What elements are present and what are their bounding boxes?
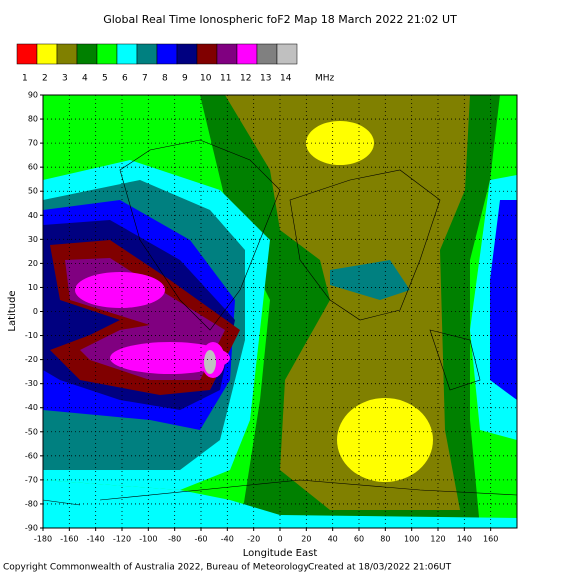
scale-unit: MHz (315, 74, 335, 84)
scale-label: 14 (280, 74, 292, 84)
scale-label: 8 (162, 74, 168, 84)
scale-label: 12 (240, 74, 251, 84)
scale-label: 3 (62, 74, 68, 84)
scale-label: 7 (142, 74, 148, 84)
scale-swatch (196, 43, 218, 65)
y-axis-label: Latitude (7, 290, 18, 331)
x-tick-label: -20 (247, 535, 260, 544)
x-tick-label: 20 (301, 535, 311, 544)
scale-swatch (276, 43, 298, 65)
y-tick-label: -60 (25, 451, 38, 460)
x-tick-label: -40 (221, 535, 234, 544)
y-tick-label: 30 (28, 235, 38, 244)
x-tick-label: -140 (87, 535, 105, 544)
x-tick-label: 80 (380, 535, 390, 544)
x-tick-label: -80 (168, 535, 181, 544)
chart-title: Global Real Time Ionospheric foF2 Map 18… (103, 13, 457, 26)
y-tick-label: 50 (28, 187, 38, 196)
scale-label: 5 (102, 74, 108, 84)
scale-label: 1 (22, 74, 28, 84)
y-tick-label: -20 (25, 355, 38, 364)
scale-label: 6 (122, 74, 128, 84)
scale-label: 10 (200, 74, 212, 84)
y-tick-label: 70 (28, 139, 38, 148)
y-tick-label: 60 (28, 163, 38, 172)
scale-swatch (256, 43, 278, 65)
x-tick-label: -60 (194, 535, 207, 544)
scale-swatch (136, 43, 158, 65)
scale-swatch (116, 43, 138, 65)
scale-swatch (176, 43, 198, 65)
y-tick-label: 90 (28, 91, 38, 100)
y-tick-label: 80 (28, 115, 38, 124)
x-axis-label: Longitude East (243, 548, 318, 559)
y-tick-label: 40 (28, 211, 38, 220)
x-tick-label: -120 (113, 535, 131, 544)
y-tick-label: -30 (25, 379, 38, 388)
x-tick-label: 0 (277, 535, 282, 544)
scale-swatch (96, 43, 118, 65)
scale-swatch (36, 43, 58, 65)
x-tick-label: 140 (457, 535, 472, 544)
x-tick-label: 120 (430, 535, 445, 544)
y-tick-label: -50 (25, 427, 38, 436)
x-tick-label: 60 (354, 535, 364, 544)
x-tick-label: -160 (60, 535, 78, 544)
y-tick-label: -90 (25, 524, 38, 533)
scale-swatch (236, 43, 258, 65)
scale-label: 11 (220, 74, 231, 84)
scale-swatch (216, 43, 238, 65)
copyright: Copyright Commonwealth of Australia 2022… (3, 563, 309, 573)
y-tick-label: -10 (25, 331, 38, 340)
y-tick-label: 0 (33, 307, 38, 316)
scale-label: 13 (260, 74, 271, 84)
y-tick-label: 10 (28, 283, 38, 292)
y-tick-label: -40 (25, 403, 38, 412)
scale-label: 9 (182, 74, 188, 84)
y-tick-label: 20 (28, 259, 38, 268)
x-tick-label: -180 (34, 535, 52, 544)
scale-swatch (76, 43, 98, 65)
x-tick-label: 100 (404, 535, 419, 544)
scale-swatch (16, 43, 38, 65)
y-tick-label: -70 (25, 475, 38, 484)
y-tick-label: -80 (25, 499, 38, 508)
scale-swatch (56, 43, 78, 65)
x-tick-label: 40 (328, 535, 338, 544)
plot-frame (42, 94, 518, 529)
scale-swatch (156, 43, 178, 65)
x-tick-label: -100 (139, 535, 157, 544)
x-tick-label: 160 (483, 535, 498, 544)
scale-label: 2 (42, 74, 48, 84)
color-scale: 1 2 3 4 5 6 7 8 9 10 11 12 13 14 (16, 43, 298, 84)
scale-label: 4 (82, 74, 88, 84)
created: Created at 18/03/2022 21:06UT (308, 563, 452, 573)
